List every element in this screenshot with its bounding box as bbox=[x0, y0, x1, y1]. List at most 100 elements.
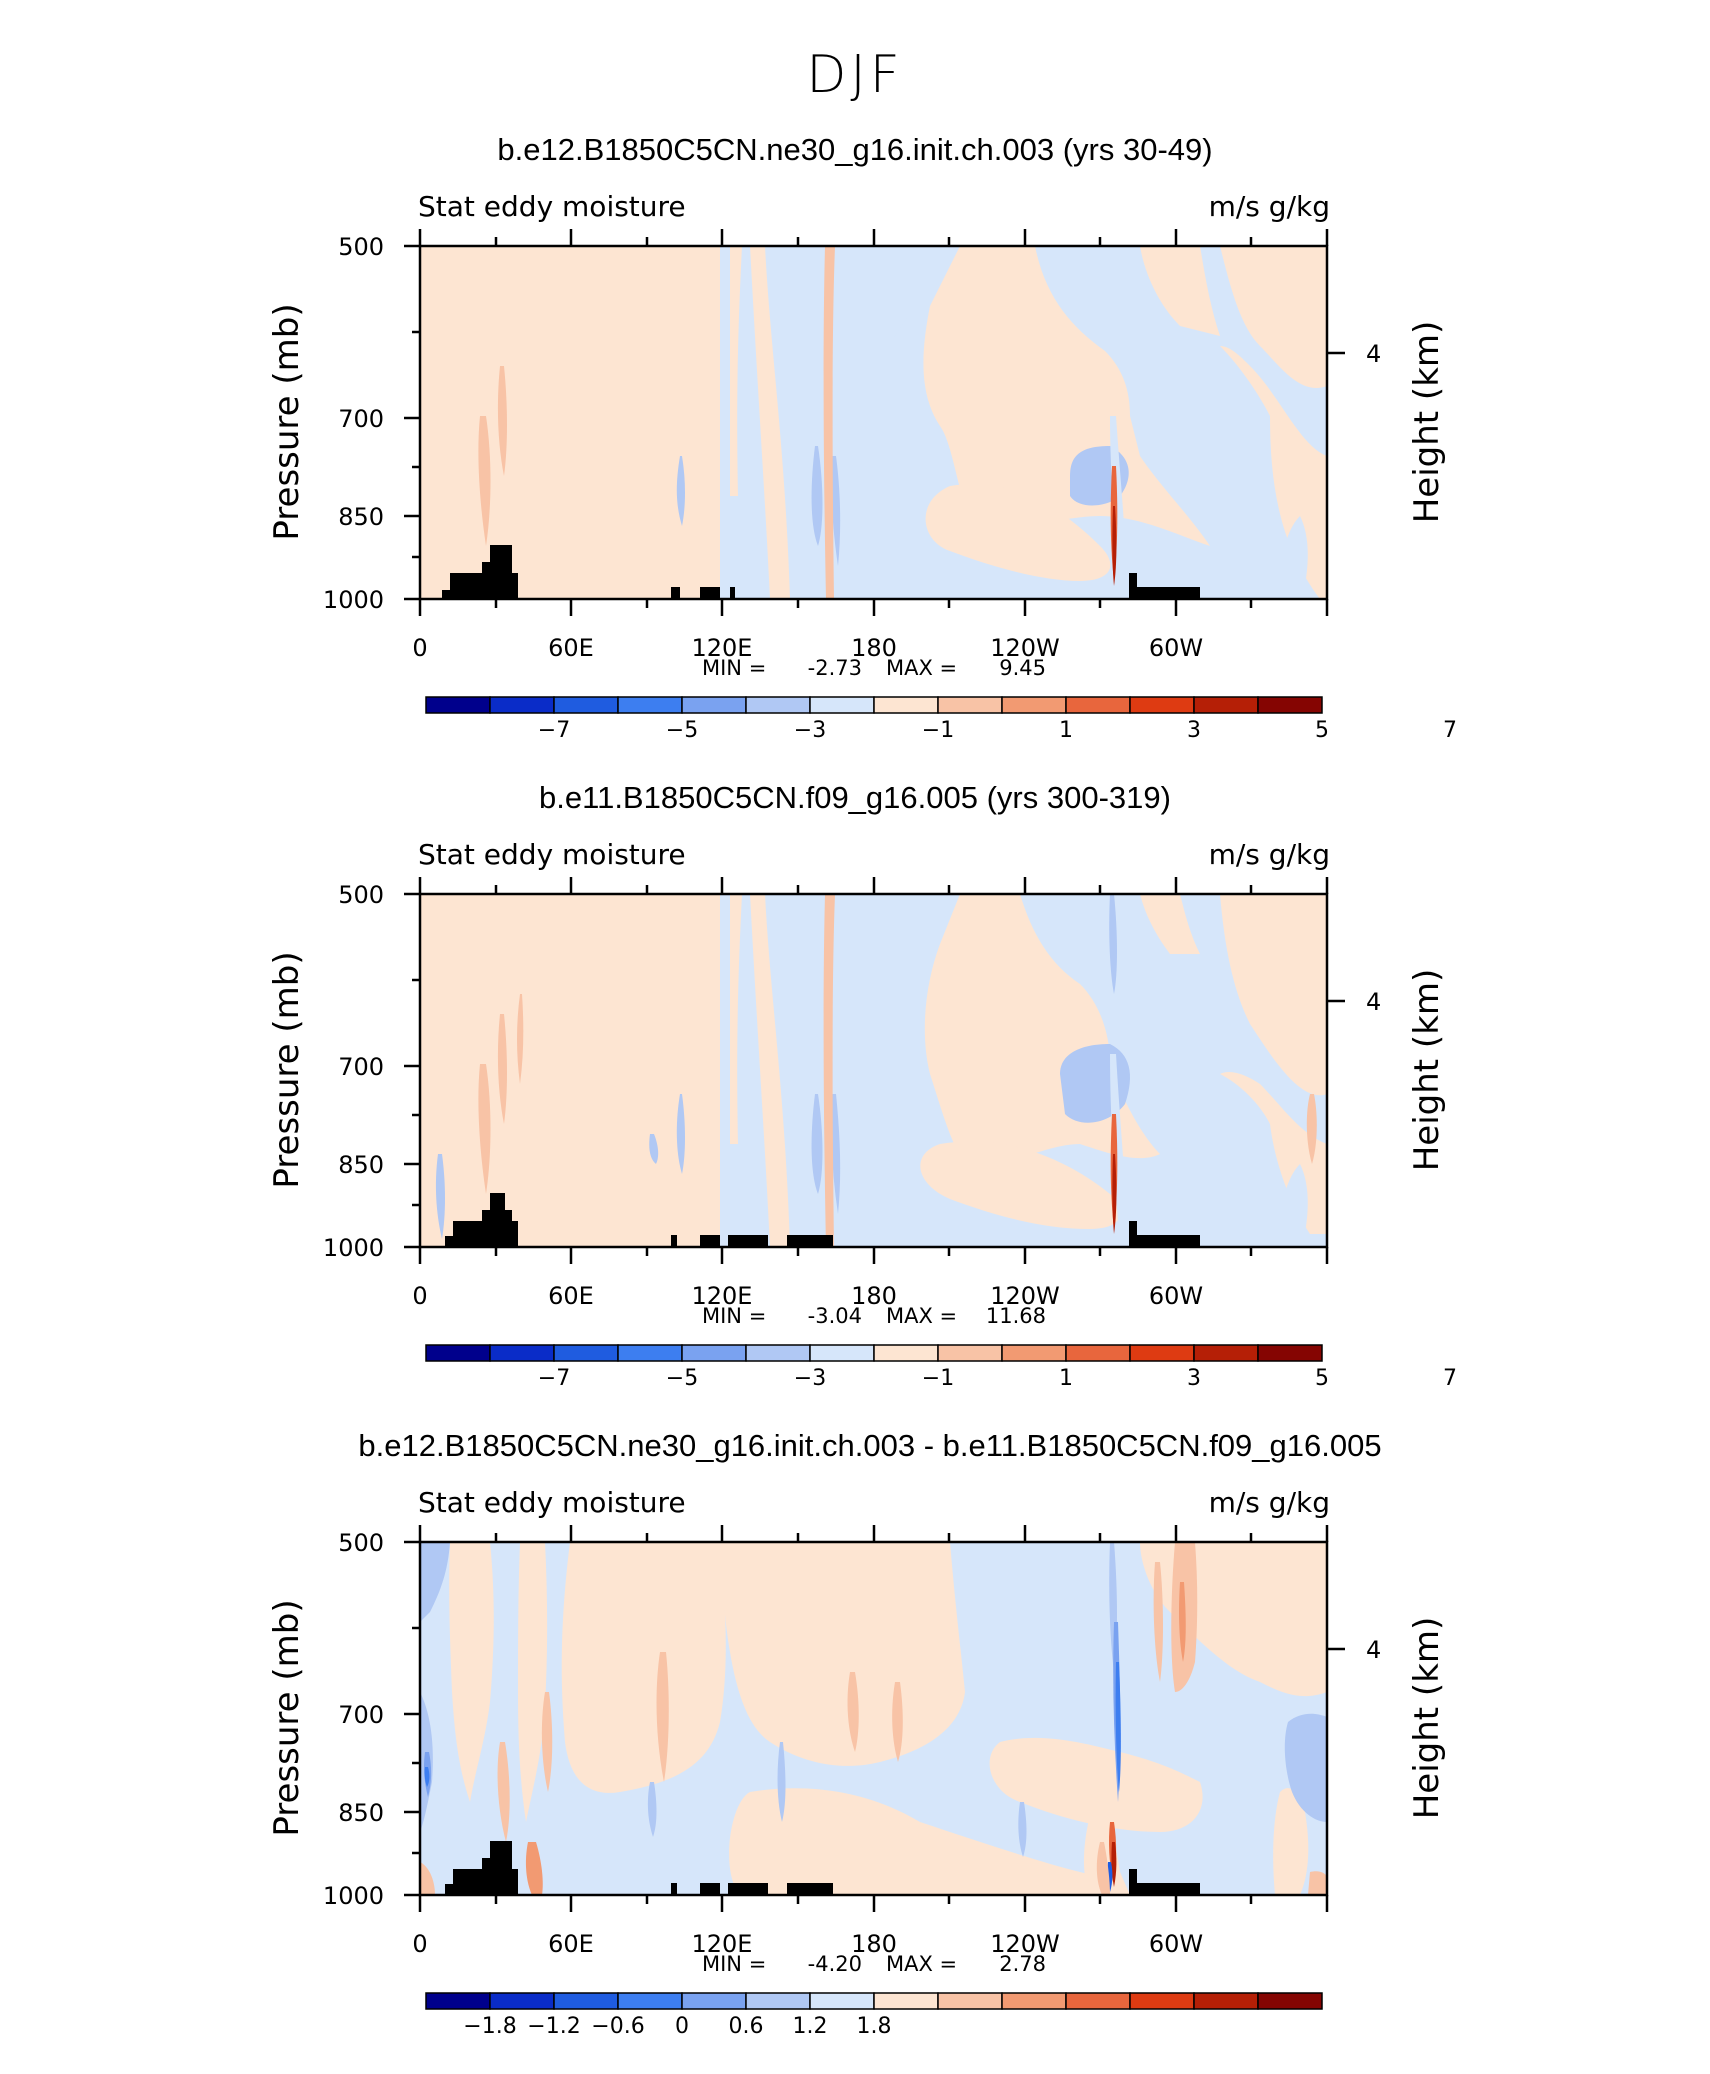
colorbar-label: −1.8 bbox=[463, 2014, 516, 2039]
y-tick-label: 500 bbox=[338, 881, 384, 909]
colorbar-box bbox=[1257, 696, 1323, 714]
axis-ticks bbox=[404, 1525, 1345, 1912]
panel-title: b.e11.B1850C5CN.f09_g16.005 (yrs 300-319… bbox=[539, 780, 1171, 815]
colorbar-box bbox=[425, 1992, 491, 2010]
y-tick-label: 850 bbox=[338, 1799, 384, 1827]
colorbar-box bbox=[809, 1992, 875, 2010]
colorbar-box bbox=[1129, 696, 1195, 714]
x-tick-label: 60E bbox=[548, 1930, 594, 1958]
colorbar-box bbox=[681, 1992, 747, 2010]
axis-ticks bbox=[404, 877, 1345, 1264]
y-tick-label: 1000 bbox=[323, 586, 384, 614]
topography bbox=[445, 1193, 1200, 1247]
min-label: MIN = bbox=[702, 1952, 766, 1976]
colorbar: −7 −5 −3 −1 1 3 5 7 bbox=[425, 1344, 1457, 1391]
y-tick-label: 500 bbox=[338, 233, 384, 261]
colorbar-label: 0.6 bbox=[729, 2014, 764, 2039]
colorbar-label: −3 bbox=[794, 1366, 826, 1391]
colorbar-label: −7 bbox=[538, 718, 570, 743]
min-label: MIN = bbox=[702, 1304, 766, 1328]
y-tick-label: 1000 bbox=[323, 1234, 384, 1262]
colorbar-box bbox=[617, 1344, 683, 1362]
y2-tick-label: 4 bbox=[1366, 988, 1381, 1016]
left-label: Stat eddy moisture bbox=[418, 190, 686, 223]
y2-tick-label: 4 bbox=[1366, 340, 1381, 368]
right-label: m/s g/kg bbox=[1209, 190, 1330, 223]
colorbar-box bbox=[1001, 1992, 1067, 2010]
y2-axis-label: Height (km) bbox=[1407, 1617, 1447, 1820]
y-tick-label: 850 bbox=[338, 503, 384, 531]
left-label: Stat eddy moisture bbox=[418, 838, 686, 871]
colorbar-label: 3 bbox=[1187, 718, 1201, 743]
colorbar-box bbox=[1193, 1992, 1259, 2010]
colorbar-label: −1 bbox=[922, 1366, 954, 1391]
colorbar-box bbox=[1001, 1344, 1067, 1362]
y-tick-label: 700 bbox=[338, 1701, 384, 1729]
colorbar-label: 1.8 bbox=[857, 2014, 892, 2039]
right-label: m/s g/kg bbox=[1209, 1486, 1330, 1519]
colorbar-box bbox=[745, 1344, 811, 1362]
colorbar-label: 1 bbox=[1059, 1366, 1073, 1391]
colorbar-box bbox=[425, 1344, 491, 1362]
y-tick-label: 500 bbox=[338, 1529, 384, 1557]
y-tick-label: 850 bbox=[338, 1151, 384, 1179]
colorbar-label: 7 bbox=[1443, 1366, 1457, 1391]
colorbar-box bbox=[1065, 1992, 1131, 2010]
max-label: MAX = bbox=[886, 1952, 957, 1976]
axis-ticks bbox=[404, 229, 1345, 616]
y-tick-label: 700 bbox=[338, 405, 384, 433]
x-tick-label: 60E bbox=[548, 634, 594, 662]
plot-field bbox=[420, 246, 1327, 599]
colorbar-box bbox=[425, 696, 491, 714]
x-tick-label: 120W bbox=[990, 1930, 1060, 1958]
colorbar-box bbox=[553, 1992, 619, 2010]
colorbar-box bbox=[937, 696, 1003, 714]
x-tick-label: 180 bbox=[851, 634, 897, 662]
x-tick-label: 120E bbox=[692, 1282, 753, 1310]
left-label: Stat eddy moisture bbox=[418, 1486, 686, 1519]
min-label: MIN = bbox=[702, 656, 766, 680]
colorbar-box bbox=[873, 1992, 939, 2010]
x-tick-label: 0 bbox=[412, 1930, 427, 1958]
colorbar-box bbox=[1257, 1992, 1323, 2010]
y-tick-label: 700 bbox=[338, 1053, 384, 1081]
x-tick-label: 120E bbox=[692, 1930, 753, 1958]
colorbar-box bbox=[553, 696, 619, 714]
colorbar-label: −3 bbox=[794, 718, 826, 743]
y-axis-label: Pressure (mb) bbox=[267, 951, 307, 1188]
colorbar-box bbox=[553, 1344, 619, 1362]
colorbar-box bbox=[873, 1344, 939, 1362]
colorbar-label: −5 bbox=[666, 1366, 698, 1391]
colorbar-box bbox=[1065, 696, 1131, 714]
x-tick-label: 180 bbox=[851, 1282, 897, 1310]
colorbar-label: −7 bbox=[538, 1366, 570, 1391]
colorbar-label: 1 bbox=[1059, 718, 1073, 743]
y-axis-label: Pressure (mb) bbox=[267, 1599, 307, 1836]
max-label: MAX = bbox=[886, 1304, 957, 1328]
topography bbox=[445, 1841, 1200, 1895]
x-tick-label: 60W bbox=[1149, 1930, 1203, 1958]
max-label: MAX = bbox=[886, 656, 957, 680]
colorbar-label: 5 bbox=[1315, 718, 1329, 743]
colorbar-label: 1.2 bbox=[793, 2014, 828, 2039]
x-tick-label: 120W bbox=[990, 634, 1060, 662]
x-tick-label: 180 bbox=[851, 1930, 897, 1958]
y2-tick-label: 4 bbox=[1366, 1636, 1381, 1664]
colorbar-label: 3 bbox=[1187, 1366, 1201, 1391]
colorbar-label: 5 bbox=[1315, 1366, 1329, 1391]
max-value: 2.78 bbox=[999, 1952, 1046, 1976]
colorbar-box bbox=[681, 696, 747, 714]
min-value: -4.20 bbox=[808, 1952, 862, 1976]
x-tick-label: 120W bbox=[990, 1282, 1060, 1310]
min-value: -3.04 bbox=[808, 1304, 862, 1328]
colorbar-box bbox=[489, 1344, 555, 1362]
colorbar-label: −1.2 bbox=[527, 2014, 580, 2039]
max-value: 9.45 bbox=[999, 656, 1046, 680]
colorbar-label: 7 bbox=[1443, 718, 1457, 743]
colorbar-box bbox=[1065, 1344, 1131, 1362]
x-tick-label: 120E bbox=[692, 634, 753, 662]
x-tick-label: 60E bbox=[548, 1282, 594, 1310]
max-value: 11.68 bbox=[986, 1304, 1046, 1328]
colorbar-label: −5 bbox=[666, 718, 698, 743]
x-tick-label: 0 bbox=[412, 634, 427, 662]
